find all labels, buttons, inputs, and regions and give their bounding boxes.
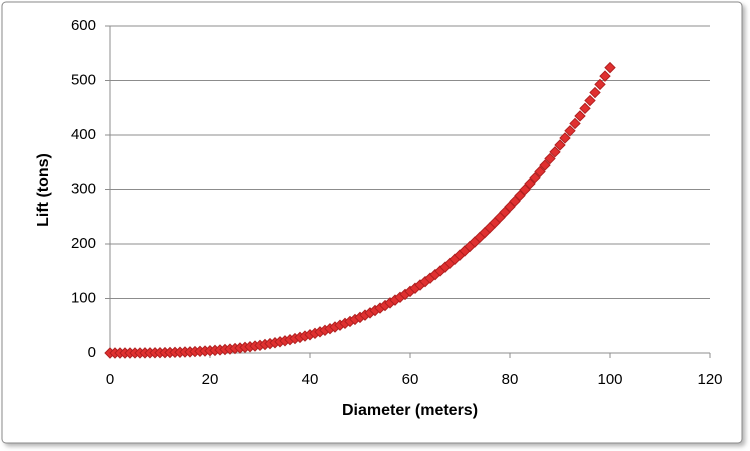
data-point — [589, 86, 601, 99]
x-axis-label: Diameter (meters) — [342, 402, 478, 419]
x-tick-label: 40 — [302, 371, 319, 388]
data-point — [574, 110, 586, 122]
y-tick-label: 100 — [71, 289, 96, 306]
x-tick-label: 0 — [106, 371, 114, 388]
y-tick-label: 400 — [71, 126, 96, 143]
data-point — [599, 70, 611, 82]
y-tick-label: 200 — [71, 235, 96, 252]
data-point — [544, 152, 556, 165]
data-point — [534, 165, 546, 178]
y-tick-label: 300 — [71, 180, 96, 197]
x-tick-label: 20 — [202, 371, 219, 388]
data-point — [539, 159, 551, 171]
x-tick-label: 80 — [502, 371, 519, 388]
x-tick-label: 120 — [697, 371, 722, 388]
data-point — [569, 117, 581, 130]
x-tick-label: 60 — [402, 371, 419, 388]
data-point — [514, 189, 526, 202]
data-point — [579, 102, 591, 115]
data-point — [604, 61, 616, 74]
data-point — [529, 172, 541, 184]
data-point — [524, 178, 536, 190]
data-point — [594, 78, 606, 91]
y-tick-label: 500 — [71, 71, 96, 88]
chart-frame — [1, 1, 743, 444]
data-point — [584, 94, 596, 107]
data-point — [559, 132, 571, 144]
data-point — [519, 184, 531, 196]
y-tick-label: 600 — [71, 17, 96, 34]
y-tick-label: 0 — [88, 344, 96, 361]
y-axis-label: Lift (tons) — [35, 153, 52, 227]
data-point — [549, 146, 561, 158]
x-tick-label: 100 — [597, 371, 622, 388]
data-point — [554, 139, 566, 151]
data-point — [564, 125, 576, 137]
